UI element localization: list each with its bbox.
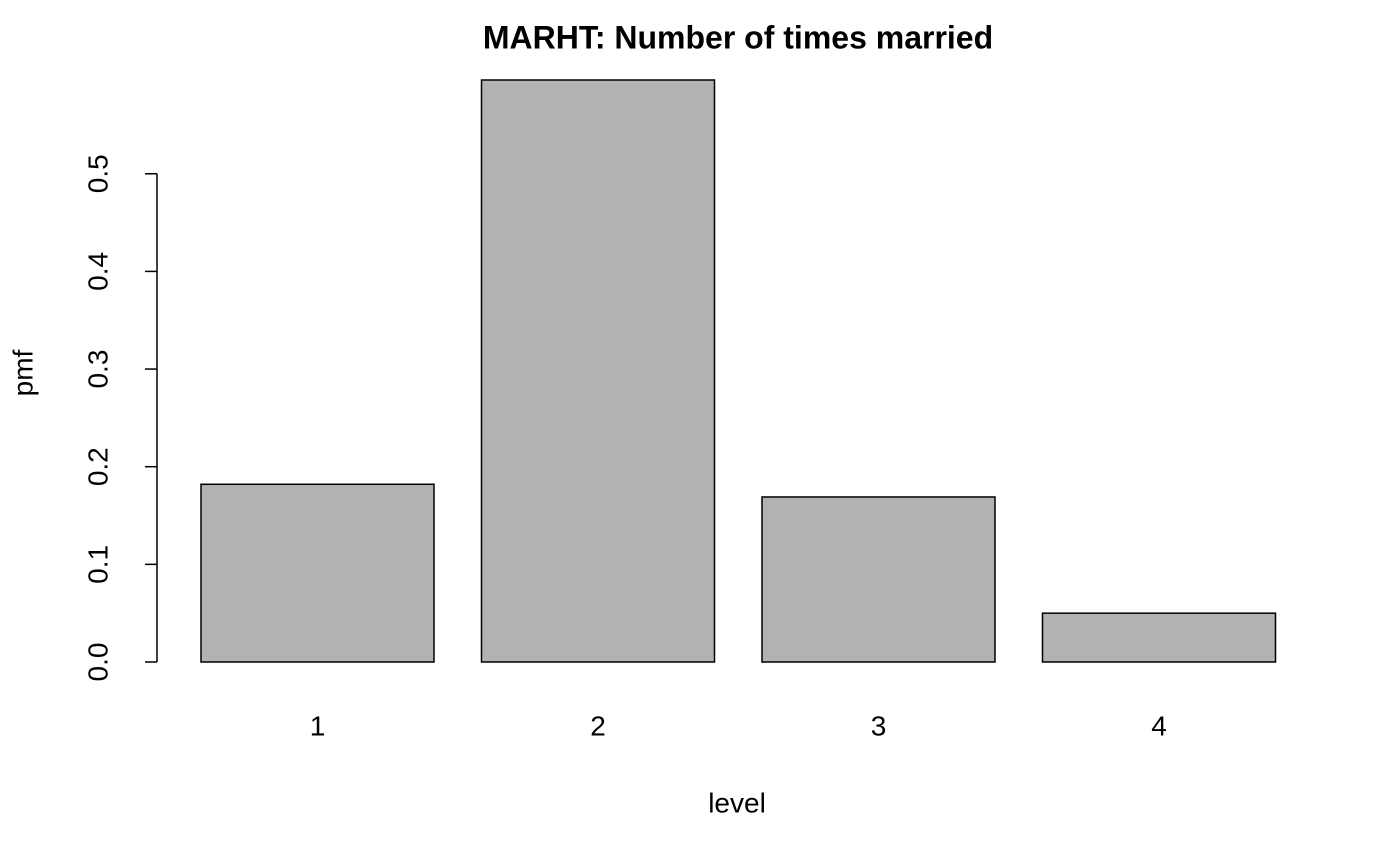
- x-axis-label: level: [708, 787, 766, 818]
- bar: [761, 496, 996, 663]
- y-tick-label: 0.4: [82, 252, 113, 291]
- y-tick-label: 0.5: [82, 154, 113, 193]
- chart-title: MARHT: Number of times married: [483, 19, 993, 55]
- y-axis-label: pmf: [7, 349, 38, 396]
- y-tick-label: 0.2: [82, 447, 113, 486]
- x-tick-label: 4: [1151, 710, 1167, 741]
- y-tick-label: 0.0: [82, 643, 113, 682]
- bar: [1041, 612, 1277, 663]
- x-tick-label: 3: [871, 710, 887, 741]
- bar: [200, 483, 435, 663]
- y-tick-label: 0.1: [82, 545, 113, 584]
- x-tick-label: 2: [590, 710, 606, 741]
- bar: [480, 79, 716, 663]
- x-tick-label: 1: [310, 710, 326, 741]
- y-tick-label: 0.3: [82, 350, 113, 389]
